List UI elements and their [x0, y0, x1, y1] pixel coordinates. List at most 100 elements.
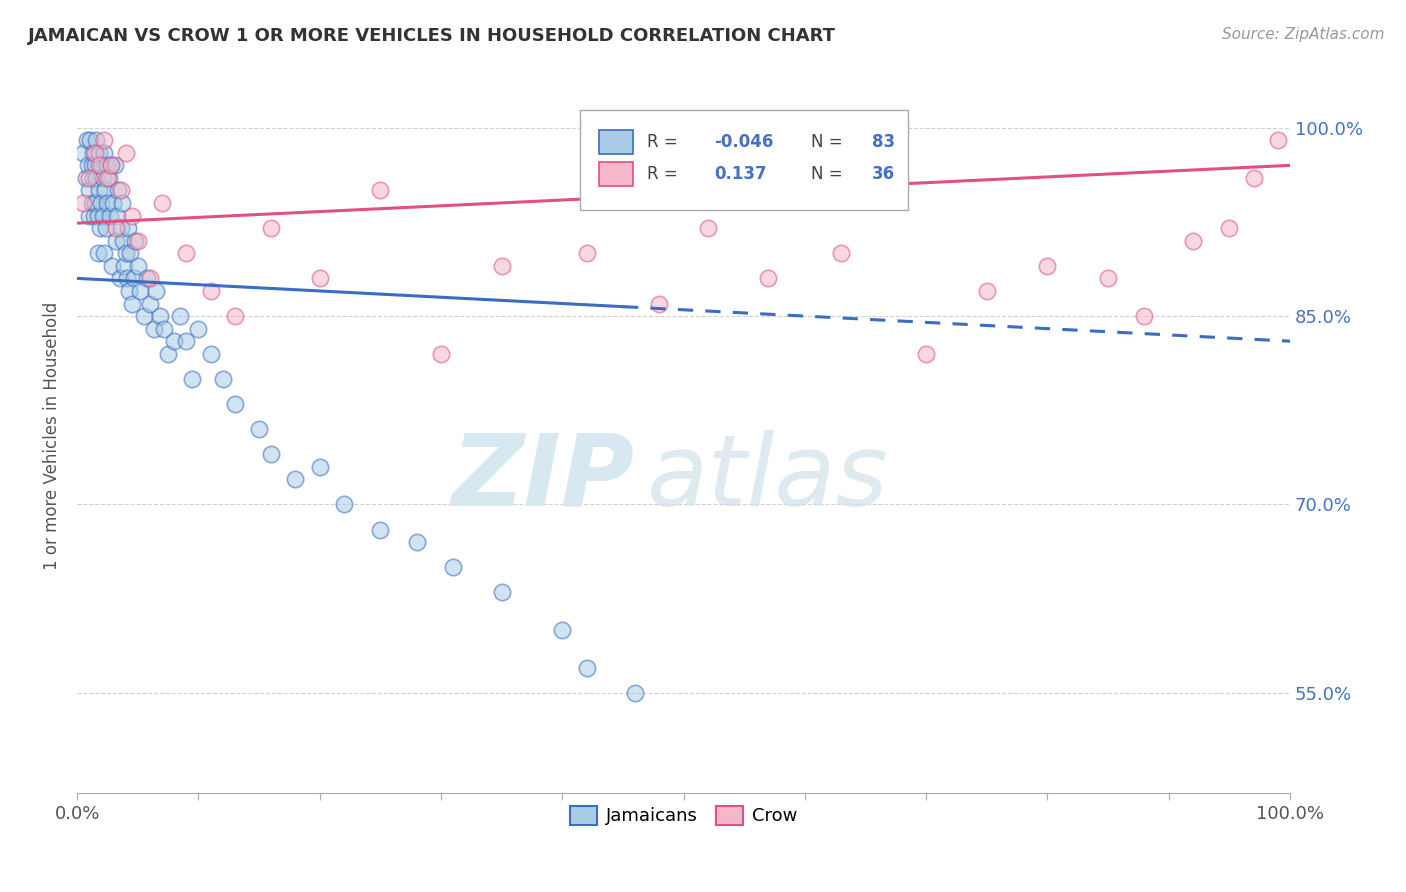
Point: [405, 535, 427, 549]
Point: [72, 196, 94, 211]
Point: [87, 184, 110, 198]
Point: [86, 209, 108, 223]
Point: [1133, 309, 1156, 323]
Point: [100, 158, 122, 172]
Point: [260, 221, 283, 235]
Point: [104, 158, 127, 172]
FancyBboxPatch shape: [599, 130, 633, 153]
Point: [1243, 170, 1265, 185]
Point: [76, 133, 98, 147]
Point: [136, 271, 159, 285]
Text: N =: N =: [811, 165, 842, 183]
FancyBboxPatch shape: [581, 110, 908, 210]
Point: [696, 221, 718, 235]
Text: Source: ZipAtlas.com: Source: ZipAtlas.com: [1222, 27, 1385, 42]
Point: [96, 158, 118, 172]
Point: [107, 184, 129, 198]
Point: [114, 246, 136, 260]
Point: [308, 271, 330, 285]
Text: R =: R =: [647, 165, 678, 183]
Point: [82, 170, 104, 185]
Point: [77, 158, 100, 172]
Point: [370, 184, 392, 198]
Point: [87, 158, 110, 172]
Point: [153, 321, 176, 335]
Point: [174, 246, 197, 260]
Point: [83, 209, 105, 223]
Point: [110, 184, 132, 198]
Point: [200, 284, 222, 298]
Point: [224, 397, 246, 411]
Point: [551, 623, 574, 637]
Point: [132, 309, 155, 323]
Point: [122, 271, 145, 285]
Point: [101, 259, 124, 273]
Point: [93, 145, 115, 160]
Point: [129, 284, 152, 298]
Text: R =: R =: [647, 133, 678, 151]
Point: [93, 133, 115, 147]
Point: [121, 296, 143, 310]
Point: [103, 196, 125, 211]
Point: [77, 170, 100, 185]
Point: [91, 170, 114, 185]
Legend: Jamaicans, Crow: Jamaicans, Crow: [561, 797, 807, 834]
Point: [148, 309, 170, 323]
Point: [575, 246, 598, 260]
Point: [117, 221, 139, 235]
Point: [124, 234, 146, 248]
Point: [111, 196, 134, 211]
Point: [91, 209, 114, 223]
Point: [114, 145, 136, 160]
Point: [976, 284, 998, 298]
Point: [86, 133, 108, 147]
Text: atlas: atlas: [647, 430, 889, 527]
Point: [491, 585, 513, 599]
Point: [105, 209, 128, 223]
Text: N =: N =: [811, 133, 842, 151]
Point: [112, 234, 135, 248]
Point: [758, 271, 780, 285]
Point: [491, 259, 513, 273]
Point: [174, 334, 197, 349]
Point: [370, 523, 392, 537]
Point: [648, 296, 671, 310]
Point: [157, 347, 180, 361]
Point: [211, 372, 233, 386]
Point: [200, 347, 222, 361]
Point: [108, 271, 131, 285]
Point: [118, 284, 141, 298]
Point: [430, 347, 453, 361]
Text: 0.137: 0.137: [714, 165, 766, 183]
Text: ZIP: ZIP: [453, 430, 636, 527]
Point: [110, 221, 132, 235]
Point: [90, 158, 112, 172]
Point: [127, 234, 149, 248]
Point: [1036, 259, 1059, 273]
Point: [100, 158, 122, 172]
Point: [284, 472, 307, 486]
Text: 36: 36: [872, 165, 894, 183]
Point: [84, 145, 107, 160]
Point: [187, 321, 209, 335]
Point: [1218, 221, 1240, 235]
Point: [181, 372, 204, 386]
Point: [96, 196, 118, 211]
Point: [163, 334, 186, 349]
Point: [80, 158, 103, 172]
Point: [308, 459, 330, 474]
Point: [575, 661, 598, 675]
Point: [77, 184, 100, 198]
Point: [142, 321, 165, 335]
Point: [1267, 133, 1289, 147]
Point: [169, 309, 191, 323]
Point: [87, 145, 110, 160]
Point: [224, 309, 246, 323]
Point: [139, 271, 162, 285]
Point: [97, 170, 120, 185]
Point: [624, 686, 647, 700]
Text: -0.046: -0.046: [714, 133, 773, 151]
Point: [120, 246, 142, 260]
Point: [86, 246, 108, 260]
Point: [247, 422, 270, 436]
